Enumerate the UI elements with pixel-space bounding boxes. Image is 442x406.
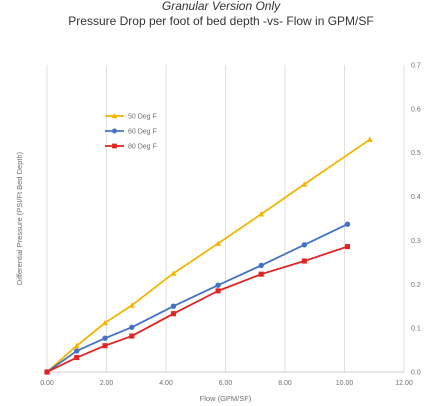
- data-point-square: [44, 369, 50, 375]
- x-tick-label: 8.00: [278, 380, 292, 387]
- y-tick-label: 0.4: [411, 194, 421, 201]
- data-point-square: [74, 354, 80, 361]
- data-point-triangle: [366, 136, 373, 142]
- x-tick-label: 6.00: [219, 380, 233, 387]
- legend: 50 Deg F 60 Deg F 80 Deg F: [105, 113, 157, 151]
- data-point-circle: [301, 242, 308, 248]
- legend-label: 50 Deg F: [128, 114, 157, 121]
- data-point-square: [170, 311, 176, 317]
- data-point-square: [258, 271, 264, 277]
- y-tick-label: 0.6: [411, 106, 421, 113]
- x-tick-label: 2.00: [100, 380, 114, 387]
- data-point-triangle: [73, 342, 80, 349]
- chart-title: Granular Version Only: [161, 0, 281, 13]
- y-tick-label: 0.7: [411, 63, 421, 70]
- data-point-triangle: [170, 270, 177, 276]
- data-point-triangle: [128, 302, 135, 308]
- legend-label: 60 Deg F: [128, 129, 157, 136]
- data-point-circle: [258, 262, 264, 269]
- series-line: [46, 245, 348, 373]
- series-3: [44, 244, 351, 375]
- axes: 0.00 2.00 4.00 6.00 8.00 10.00 12.00 0.0 0.1 0.2 0…: [40, 63, 421, 388]
- x-tick-label: 12.00: [395, 380, 413, 387]
- data-point-circle: [170, 303, 177, 309]
- data-point-triangle: [301, 181, 308, 187]
- data-point-square: [215, 288, 221, 294]
- data-point-square: [344, 244, 351, 250]
- legend-item: 60 Deg F: [105, 128, 157, 136]
- legend-item: 80 Deg F: [105, 144, 157, 151]
- x-tick-label: 10.00: [336, 380, 354, 387]
- data-point-circle: [215, 282, 221, 288]
- y-tick-label: 0.1: [411, 326, 421, 333]
- y-axis-label: Differential Pressure (PSI/Ft Bed Depth): [15, 151, 24, 285]
- y-tick-label: 0.0: [411, 370, 421, 377]
- chart-subtitle: Pressure Drop per foot of bed depth -vs-…: [68, 14, 374, 28]
- data-point-circle: [111, 128, 118, 134]
- series-group: [44, 136, 373, 375]
- y-tick-label: 0.2: [411, 282, 421, 289]
- data-point-circle: [344, 221, 351, 227]
- x-tick-label: 4.00: [159, 380, 173, 387]
- legend-label: 80 Deg F: [128, 144, 157, 151]
- data-point-square: [129, 333, 135, 339]
- data-point-triangle: [111, 113, 118, 119]
- x-tick-label: 0.00: [40, 380, 54, 387]
- data-point-triangle: [102, 319, 109, 326]
- y-tick-label: 0.3: [411, 238, 421, 245]
- data-point-triangle: [258, 211, 265, 217]
- data-point-square: [102, 343, 108, 349]
- data-point-circle: [74, 348, 80, 354]
- data-point-circle: [129, 324, 135, 330]
- data-point-triangle: [215, 240, 222, 246]
- data-point-square: [112, 143, 117, 149]
- data-point-square: [301, 258, 307, 264]
- data-point-circle: [102, 335, 108, 341]
- x-axis-label: Flow (GPM/SF): [200, 394, 252, 403]
- y-tick-label: 0.5: [411, 150, 421, 157]
- legend-item: 50 Deg F: [105, 113, 157, 121]
